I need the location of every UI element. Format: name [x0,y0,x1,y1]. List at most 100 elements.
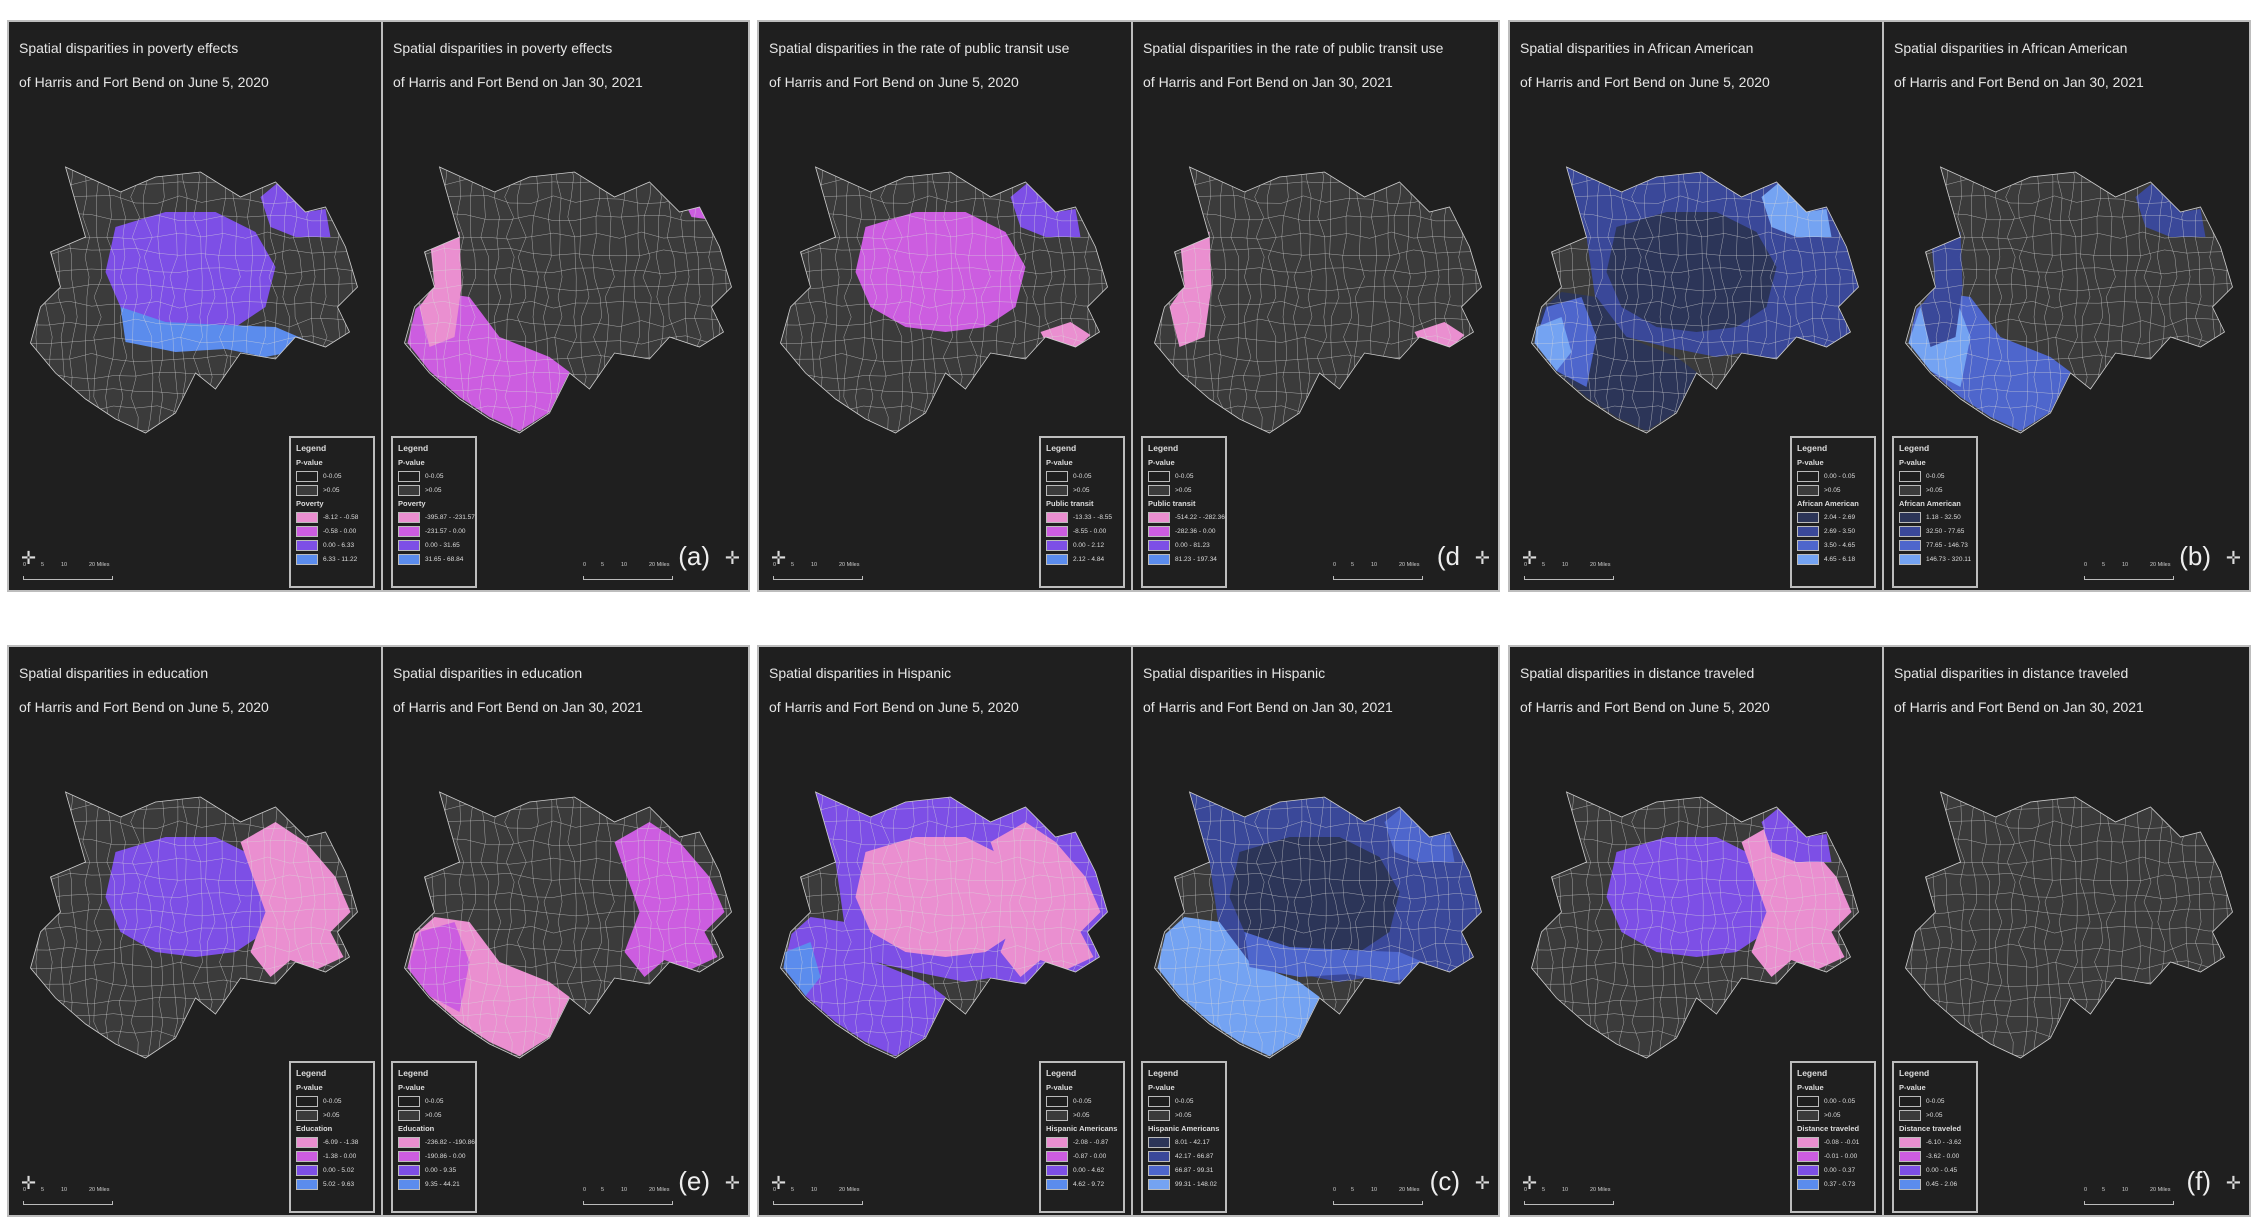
legend-row: -0.01 - 0.00 [1797,1150,1869,1162]
legend-label: 0.00 - 6.33 [323,541,355,549]
pvalue-label: P-value [296,1083,323,1092]
map-panel: Spatial disparities in Hispanic of Harris… [1131,647,1500,1215]
legend-row: -8.55 - 0.00 [1046,525,1118,537]
legend-label: 0.00 - 9.35 [425,1166,457,1174]
legend-label: 8.01 - 42.17 [1175,1138,1210,1146]
legend-swatch [1046,484,1068,496]
legend-swatch [1797,1178,1819,1190]
map-panel: Spatial disparities in distance traveled… [1510,647,1882,1215]
scale-tick-label: 20 Miles [2150,562,2171,568]
legend-swatch [1899,1136,1921,1148]
legend-row: >0.05 [296,1109,368,1121]
scale-tick-label: 20 Miles [2150,1187,2171,1193]
legend-swatch [1148,1178,1170,1190]
legend-row: 99.31 - 148.02 [1148,1178,1220,1190]
legend-swatch [398,484,420,496]
scale-bar-line [23,1201,113,1205]
county-outline [30,791,358,1059]
legend-label: -0.01 - 0.00 [1824,1152,1858,1160]
pvalue-label: P-value [1148,458,1175,467]
pvalue-label: P-value [1899,458,1926,467]
scale-tick-label: 0 [23,1187,27,1193]
legend-row: 146.73 - 320.11 [1899,553,1971,565]
legend-row: 0-0.05 [296,1095,368,1107]
legend-row: 0.45 - 2.06 [1899,1178,1971,1190]
legend-swatch [398,553,420,565]
scale-tick-label: 5 [1542,1187,1546,1193]
pvalue-label: P-value [1797,458,1824,467]
legend-row: -1.38 - 0.00 [296,1150,368,1162]
legend-swatch [1148,553,1170,565]
significant-region-purple [783,917,946,1056]
panel-label: (c) [1429,1166,1460,1196]
map-legend: Legend P-value 0-0.05 >0.05 Poverty -8.12 - -… [289,436,375,588]
legend-row: 31.65 - 68.84 [398,553,470,565]
choropleth-map [780,791,1108,1059]
scale-bar-line [773,576,863,580]
choropleth-map [1154,166,1482,434]
north-arrow-icon: ✛ [724,548,740,568]
pvalue-label: P-value [1899,1083,1926,1092]
legend-row: 77.65 - 146.73 [1899,539,1971,551]
legend-label: 2.04 - 2.69 [1824,513,1856,521]
legend-row: 1.18 - 32.50 [1899,511,1971,523]
legend-row: >0.05 [1797,1109,1869,1121]
legend-swatch [1148,1150,1170,1162]
scale-tick-label: 0 [1524,1187,1528,1193]
legend-label: -2.08 - -0.87 [1073,1138,1109,1146]
legend-label: >0.05 [1073,486,1090,494]
legend-label: 5.02 - 9.63 [323,1180,355,1188]
legend-label: 81.23 - 197.34 [1175,555,1217,563]
legend-swatch [296,511,318,523]
legend-swatch [398,470,420,482]
scale-bar: 0 5 10 20 Miles [583,562,673,582]
legend-swatch [1797,1095,1819,1107]
significant-region-magenta [407,922,470,1012]
legend-title: Legend [1148,443,1179,453]
scale-tick-label: 0 [1333,1187,1337,1193]
legend-label: 0.00 - 2.12 [1073,541,1105,549]
legend-row: >0.05 [1046,484,1118,496]
variable-label: African American [1797,499,1859,508]
legend-label: 0.00 - 0.05 [1824,472,1856,480]
legend-row: 32.50 - 77.65 [1899,525,1971,537]
legend-row: >0.05 [1899,484,1971,496]
significant-region-navy4 [1761,183,1832,237]
scale-bar-line [1524,1201,1614,1205]
legend-label: 0.37 - 0.73 [1824,1180,1856,1188]
legend-row: 3.50 - 4.65 [1797,539,1869,551]
legend-row: -3.62 - 0.00 [1899,1150,1971,1162]
legend-swatch [1797,1150,1819,1162]
panel-label: (a) [678,541,710,571]
legend-label: -231.57 - 0.00 [425,527,466,535]
legend-label: -8.55 - 0.00 [1073,527,1107,535]
county-outline [1154,166,1482,434]
legend-label: 0-0.05 [1175,472,1194,480]
legend-swatch [1797,511,1819,523]
legend-swatch [1899,553,1921,565]
legend-row: -514.22 - -282.36 [1148,511,1225,523]
legend-swatch [296,1178,318,1190]
legend-swatch [296,470,318,482]
legend-row: -282.36 - 0.00 [1148,525,1220,537]
map-panel: Spatial disparities in African American o… [1882,22,2251,590]
scale-tick-label: 20 Miles [839,562,860,568]
legend-row: -0.87 - 0.00 [1046,1150,1118,1162]
legend-row: 0-0.05 [1046,470,1118,482]
panel-label: (f) [2186,1166,2211,1196]
map-panel: Spatial disparities in poverty effects of… [381,22,750,590]
scale-tick-label: 10 [1371,562,1378,568]
north-arrow-icon: ✛ [21,548,37,568]
legend-label: 0.00 - 0.45 [1926,1166,1958,1174]
map-panel: Spatial disparities in distance traveled… [1882,647,2251,1215]
legend-swatch [1797,470,1819,482]
significant-region-navy2 [2135,183,2206,237]
legend-label: 0-0.05 [323,472,342,480]
legend-row: 6.33 - 11.22 [296,553,368,565]
legend-label: 0.00 - 5.02 [323,1166,355,1174]
north-arrow-icon: ✛ [2225,1173,2241,1193]
significant-region-navy1 [1606,212,1777,332]
scale-tick-label: 0 [583,1187,587,1193]
variable-label: Public transit [1148,499,1196,508]
legend-swatch [398,525,420,537]
